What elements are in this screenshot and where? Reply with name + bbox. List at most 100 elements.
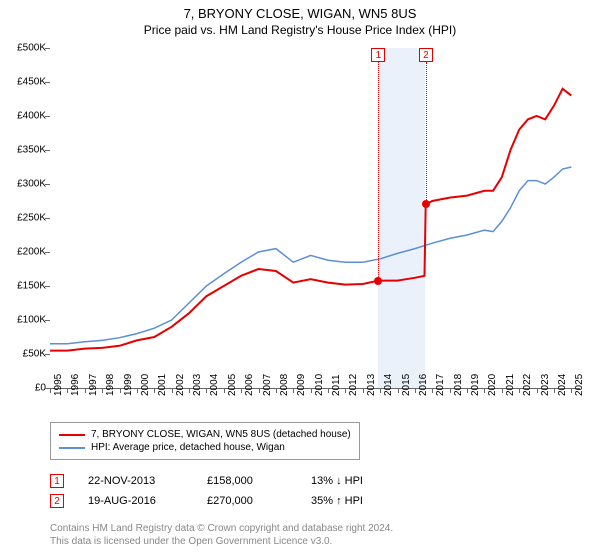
x-tick-mark (189, 388, 190, 393)
x-tick-label: 2004 (209, 374, 220, 396)
x-tick-label: 2014 (383, 374, 394, 396)
y-tick-mark (45, 48, 50, 49)
x-tick-mark (259, 388, 260, 393)
x-tick-mark (502, 388, 503, 393)
chart-container: 7, BRYONY CLOSE, WIGAN, WN5 8US Price pa… (0, 0, 600, 560)
series-address (50, 89, 571, 351)
x-tick-label: 2001 (157, 374, 168, 396)
sale-marker-box: 2 (419, 48, 433, 62)
x-tick-mark (432, 388, 433, 393)
sale-index-box: 2 (50, 494, 64, 508)
x-tick-label: 2003 (192, 374, 203, 396)
legend-swatch (59, 434, 85, 436)
legend-item: HPI: Average price, detached house, Wiga… (59, 442, 351, 453)
x-tick-label: 2016 (418, 374, 429, 396)
sale-diff: 13% ↓ HPI (311, 475, 401, 487)
plot-area: 12 (50, 48, 580, 389)
x-tick-mark (537, 388, 538, 393)
sale-dot (374, 277, 382, 285)
x-tick-mark (415, 388, 416, 393)
y-tick-label: £250K (17, 213, 46, 224)
x-tick-mark (137, 388, 138, 393)
x-tick-label: 1999 (123, 374, 134, 396)
copyright-line: Contains HM Land Registry data © Crown c… (50, 522, 393, 535)
x-tick-mark (363, 388, 364, 393)
x-tick-label: 2013 (366, 374, 377, 396)
y-tick-mark (45, 218, 50, 219)
x-tick-mark (380, 388, 381, 393)
sale-date: 19-AUG-2016 (88, 495, 183, 507)
x-tick-mark (224, 388, 225, 393)
x-tick-label: 2023 (540, 374, 551, 396)
x-tick-mark (50, 388, 51, 393)
x-tick-label: 2025 (574, 374, 585, 396)
y-tick-label: £400K (17, 111, 46, 122)
y-tick-mark (45, 184, 50, 185)
x-tick-mark (398, 388, 399, 393)
legend-item: 7, BRYONY CLOSE, WIGAN, WN5 8US (detache… (59, 429, 351, 440)
x-tick-label: 2020 (487, 374, 498, 396)
y-tick-label: £300K (17, 179, 46, 190)
x-tick-mark (519, 388, 520, 393)
y-tick-label: £500K (17, 43, 46, 54)
y-tick-label: £350K (17, 145, 46, 156)
legend: 7, BRYONY CLOSE, WIGAN, WN5 8US (detache… (50, 422, 360, 460)
x-tick-mark (554, 388, 555, 393)
x-tick-mark (345, 388, 346, 393)
sale-connector (426, 62, 427, 204)
x-tick-label: 2006 (244, 374, 255, 396)
y-tick-label: £100K (17, 315, 46, 326)
sale-index-box: 1 (50, 474, 64, 488)
x-tick-mark (120, 388, 121, 393)
x-tick-label: 2005 (227, 374, 238, 396)
sale-price: £158,000 (207, 475, 287, 487)
table-row: 2 19-AUG-2016 £270,000 35% ↑ HPI (50, 494, 401, 508)
y-tick-label: £200K (17, 247, 46, 258)
x-tick-label: 1997 (88, 374, 99, 396)
x-tick-label: 2021 (505, 374, 516, 396)
sales-table: 1 22-NOV-2013 £158,000 13% ↓ HPI 2 19-AU… (50, 468, 401, 514)
x-tick-label: 2007 (262, 374, 273, 396)
x-tick-mark (467, 388, 468, 393)
x-tick-label: 2019 (470, 374, 481, 396)
x-tick-mark (450, 388, 451, 393)
y-tick-mark (45, 354, 50, 355)
x-tick-mark (206, 388, 207, 393)
legend-label: HPI: Average price, detached house, Wiga… (91, 442, 285, 453)
y-tick-label: £50K (23, 349, 46, 360)
chart-title: 7, BRYONY CLOSE, WIGAN, WN5 8US (0, 0, 600, 21)
x-tick-label: 1995 (53, 374, 64, 396)
copyright-notice: Contains HM Land Registry data © Crown c… (50, 522, 393, 548)
x-tick-mark (67, 388, 68, 393)
y-tick-mark (45, 320, 50, 321)
x-tick-label: 2017 (435, 374, 446, 396)
x-tick-mark (85, 388, 86, 393)
x-tick-label: 2008 (279, 374, 290, 396)
line-plot (50, 48, 580, 388)
x-tick-label: 2000 (140, 374, 151, 396)
chart-area: 12 £0£50K£100K£150K£200K£250K£300K£350K£… (50, 48, 580, 388)
x-tick-mark (484, 388, 485, 393)
y-tick-mark (45, 286, 50, 287)
x-tick-label: 1998 (105, 374, 116, 396)
x-tick-mark (276, 388, 277, 393)
copyright-line: This data is licensed under the Open Gov… (50, 535, 393, 548)
sale-date: 22-NOV-2013 (88, 475, 183, 487)
x-tick-mark (102, 388, 103, 393)
legend-swatch (59, 447, 85, 449)
y-tick-mark (45, 82, 50, 83)
series-hpi (50, 167, 571, 344)
y-tick-mark (45, 252, 50, 253)
x-tick-label: 2011 (331, 374, 342, 396)
x-tick-label: 2012 (348, 374, 359, 396)
y-tick-label: £450K (17, 77, 46, 88)
x-tick-mark (328, 388, 329, 393)
x-tick-label: 2002 (175, 374, 186, 396)
x-tick-label: 2009 (296, 374, 307, 396)
x-tick-label: 1996 (70, 374, 81, 396)
x-tick-label: 2022 (522, 374, 533, 396)
legend-label: 7, BRYONY CLOSE, WIGAN, WN5 8US (detache… (91, 429, 351, 440)
x-tick-label: 2024 (557, 374, 568, 396)
y-tick-mark (45, 116, 50, 117)
x-tick-label: 2015 (401, 374, 412, 396)
